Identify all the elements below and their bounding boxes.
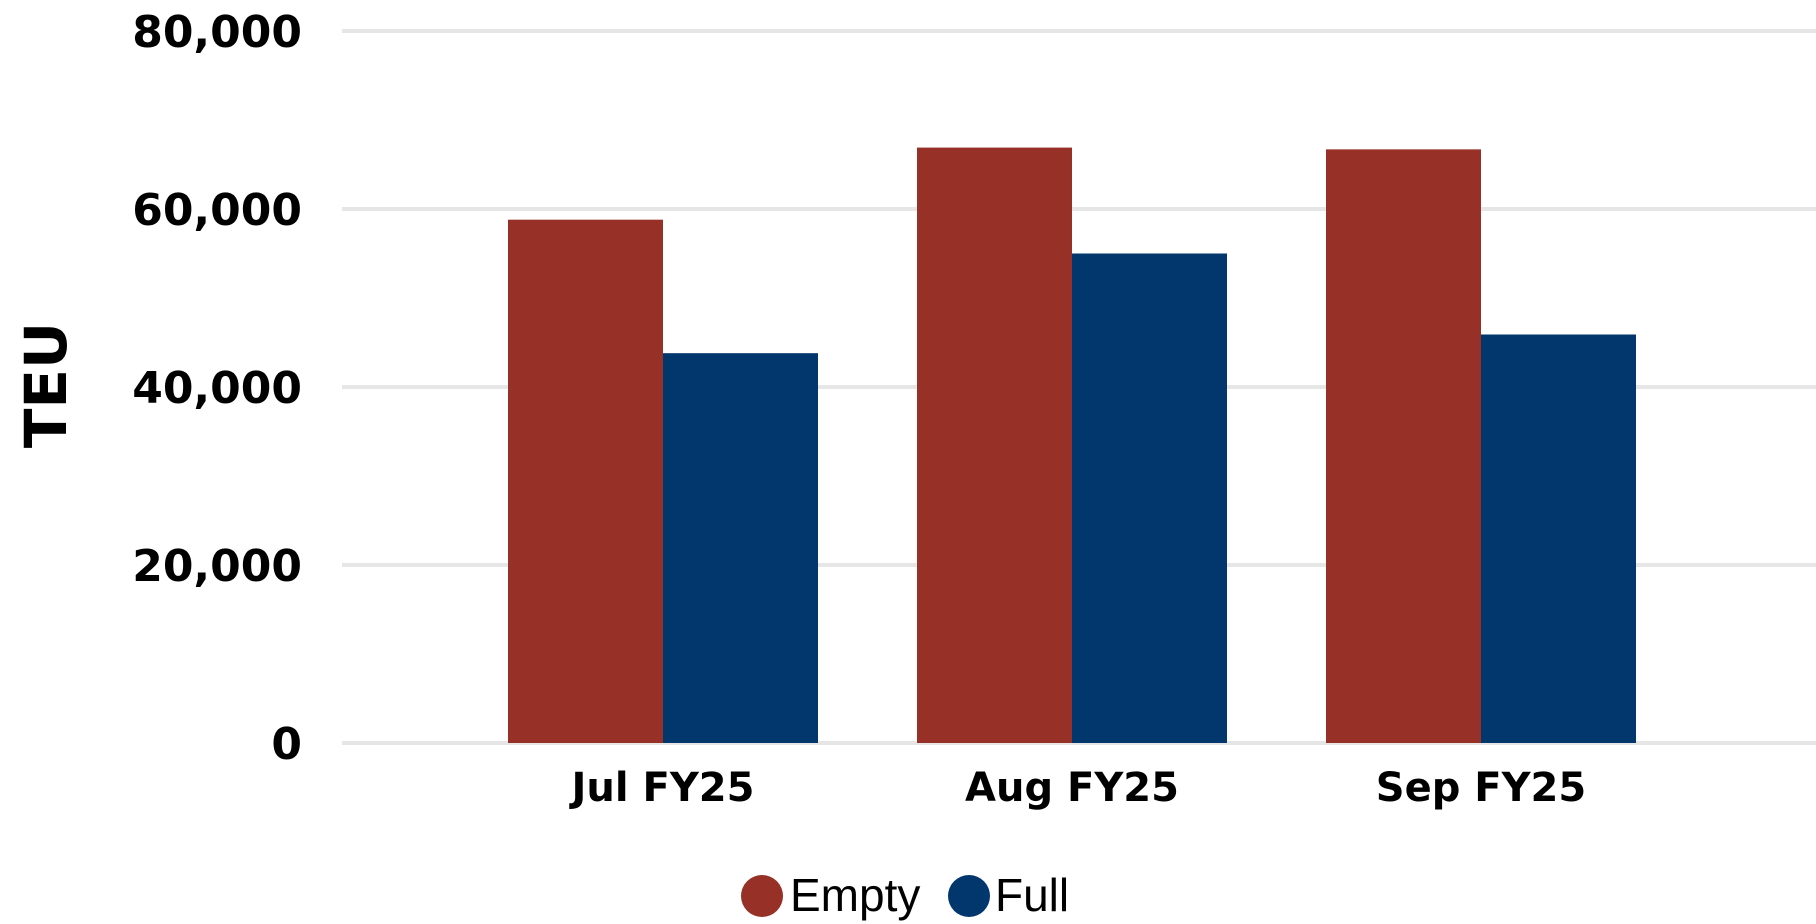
legend-marker-empty — [741, 875, 783, 917]
bar-empty-1 — [917, 147, 1072, 744]
x-category-label: Jul FY25 — [569, 765, 755, 811]
legend-label-empty: Empty — [790, 869, 920, 921]
y-axis-tick-labels: 0 20,000 40,000 60,000 80,000 — [132, 7, 302, 770]
x-category-label: Aug FY25 — [965, 765, 1179, 811]
bar-full-2 — [1481, 334, 1636, 743]
y-tick-label: 60,000 — [132, 185, 302, 236]
legend-marker-full — [948, 875, 990, 917]
x-axis-category-labels: Jul FY25 Aug FY25 Sep FY25 — [569, 765, 1587, 811]
y-tick-label: 0 — [271, 719, 302, 770]
y-tick-label: 40,000 — [132, 363, 302, 414]
bar-full-0 — [663, 353, 818, 743]
y-axis-title: TEU — [12, 322, 80, 448]
y-tick-label: 20,000 — [132, 541, 302, 592]
bar-empty-2 — [1326, 149, 1481, 743]
bar-full-1 — [1072, 253, 1227, 743]
legend-label-full: Full — [995, 869, 1069, 921]
y-tick-label: 80,000 — [132, 7, 302, 58]
legend: Empty Full — [741, 869, 1069, 921]
x-category-label: Sep FY25 — [1376, 765, 1586, 811]
bars — [508, 147, 1636, 744]
bar-empty-0 — [508, 219, 663, 743]
